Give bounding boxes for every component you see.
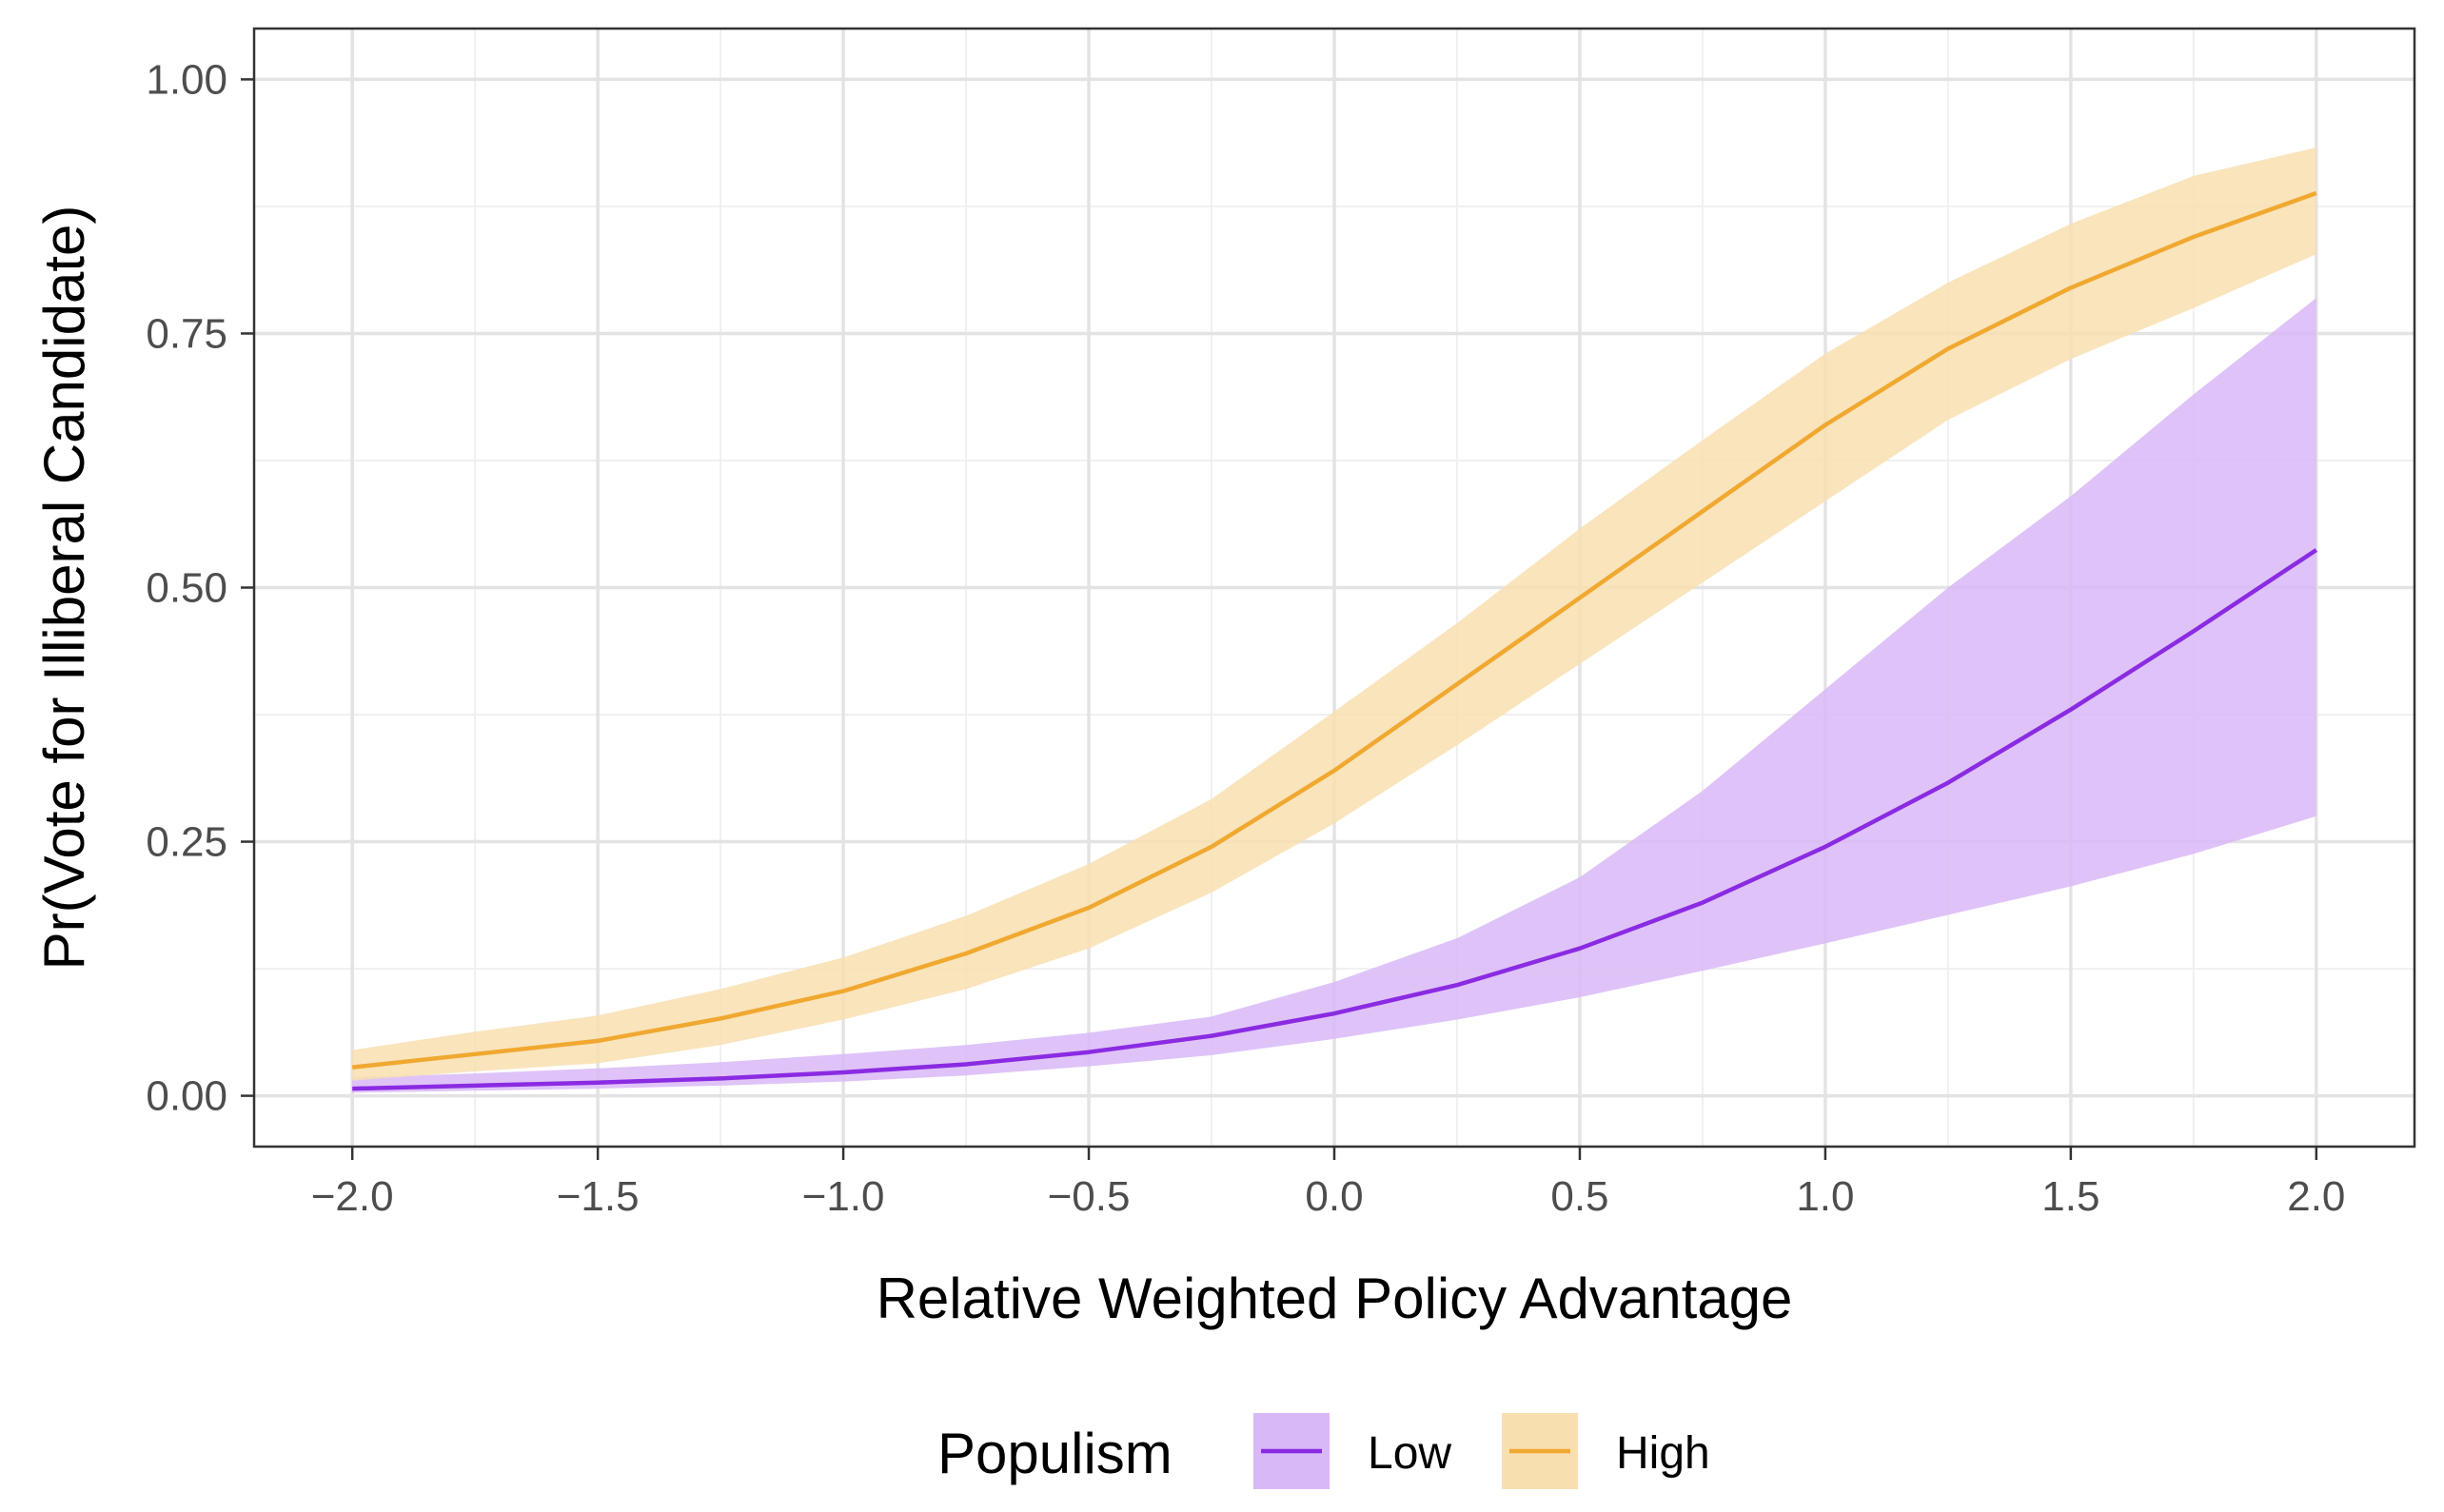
x-tick-label: 0.5	[1550, 1173, 1608, 1220]
y-axis-title: Pr(Vote for Illiberal Candidate)	[32, 206, 96, 971]
series-line-high	[351, 190, 2317, 1070]
x-tick-label: −0.5	[1048, 1173, 1131, 1220]
series-line-low	[352, 548, 2318, 1091]
legend-title: Populism	[937, 1422, 1173, 1485]
x-tick-label: −2.0	[311, 1173, 394, 1220]
x-tick-label: −1.0	[802, 1173, 885, 1220]
x-axis-ticks: −2.0 −1.5 −1.0 −0.5 0.0 0.5 1.0 1.5 2.0	[311, 1147, 2345, 1220]
y-axis-ticks: 0.00 0.25 0.50 0.75 1.00	[146, 56, 254, 1120]
y-tick-label: 0.00	[146, 1073, 227, 1120]
x-axis-title: Relative Weighted Policy Advantage	[877, 1267, 1793, 1330]
ci-band-low	[352, 298, 2316, 1093]
confidence-bands	[352, 147, 2316, 1093]
legend-label-low: Low	[1368, 1428, 1451, 1479]
y-tick-label: 0.50	[146, 565, 227, 612]
series-lines	[351, 190, 2318, 1091]
x-tick-label: 1.0	[1796, 1173, 1854, 1220]
legend: Populism Low High	[937, 1413, 1710, 1489]
x-tick-label: 1.5	[2041, 1173, 2099, 1220]
y-tick-label: 1.00	[146, 56, 227, 103]
x-tick-label: 2.0	[2287, 1173, 2345, 1220]
y-tick-label: 0.25	[146, 819, 227, 866]
x-tick-label: −1.5	[557, 1173, 640, 1220]
ci-band-high	[352, 147, 2316, 1081]
x-tick-label: 0.0	[1305, 1173, 1363, 1220]
legend-label-high: High	[1616, 1428, 1710, 1479]
y-tick-label: 0.75	[146, 310, 227, 357]
